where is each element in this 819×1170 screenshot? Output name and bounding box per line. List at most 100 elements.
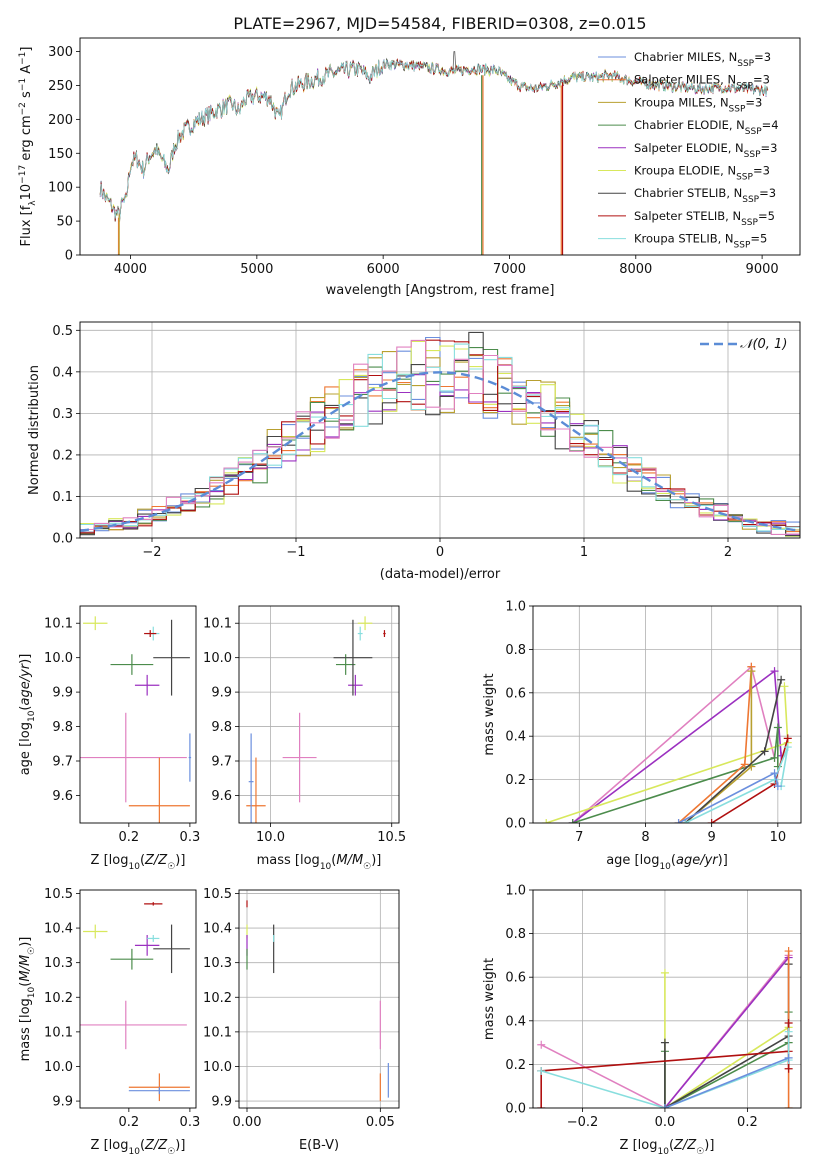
legend-label: Salpeter MILES, NSSP=3 [634, 73, 770, 92]
y-tick-label: 9.7 [211, 755, 232, 770]
age-vs-mass-frame [238, 605, 400, 824]
y-axis-label: age [log10(age/yr)] [18, 654, 37, 776]
mass-vs-Z-frame [79, 889, 197, 1109]
y-axis-label: Flux [fλ10−17 erg cm−2 s−1 A−1] [18, 47, 38, 247]
x-tick-label: 0.2 [118, 830, 139, 845]
x-tick-label: −0.2 [567, 1115, 599, 1130]
x-tick-label: 9000 [746, 262, 779, 277]
x-tick-label: −1 [286, 545, 305, 560]
weight-vs-age-axes: 7 8 9 10 0.0 0.2 0.4 0.6 0.8 1.0 age [log10(age/yr… [482, 600, 801, 872]
y-tick-label: 10.1 [44, 617, 73, 632]
y-tick-label: 1.0 [505, 600, 526, 615]
weight-series-line [678, 771, 779, 823]
x-tick-label: 4000 [114, 262, 147, 277]
y-tick-label: 10.0 [44, 1060, 73, 1075]
y-tick-label: 9.9 [211, 1095, 232, 1110]
age-vs-mass-axes: 10.0 10.5 9.6 9.7 9.8 9.9 10.0 10.1 mass [log10(… [203, 606, 406, 872]
weight-marker [784, 1053, 793, 1062]
weight-marker [760, 747, 769, 756]
y-tick-label: 300 [48, 45, 73, 60]
y-tick-label: 10.2 [44, 991, 73, 1006]
y-tick-label: 50 [56, 215, 73, 230]
weight-marker [773, 782, 782, 791]
weight-marker [740, 760, 749, 769]
y-axis-label: mass weight [482, 673, 497, 755]
weight-marker [780, 682, 789, 691]
residuals-frame [79, 321, 801, 539]
legend-label: Salpeter STELIB, NSSP=5 [634, 209, 775, 228]
x-tick-label: 0.00 [233, 1115, 262, 1130]
y-tick-label: 10.1 [44, 1025, 73, 1040]
x-tick-label: 5000 [240, 262, 273, 277]
weight-marker [783, 734, 792, 743]
age-vs-Z-frame [79, 605, 197, 824]
y-tick-label: 10.5 [203, 887, 232, 902]
weight-series-line [572, 727, 779, 823]
residuals-axes: −2 −1 0 1 2 0.0 0.1 0.2 0.3 0.4 0.5 𝒩(0, 1) (data-mo… [27, 322, 800, 582]
weight-series-line [540, 1031, 790, 1108]
x-axis-label: Z [log10(Z/Z☉)] [91, 1138, 186, 1157]
y-axis-label: mass weight [482, 958, 497, 1040]
y-tick-label: 9.9 [52, 686, 73, 701]
spectrum-axes: 4000 5000 6000 7000 8000 9000 0 50 100 150 200 250 3… [18, 45, 779, 298]
y-tick-label: 0.5 [52, 324, 73, 339]
legend-label: Kroupa MILES, NSSP=3 [634, 95, 762, 114]
y-tick-label: 10.2 [203, 991, 232, 1006]
y-tick-label: 9.6 [211, 789, 232, 804]
y-tick-label: 0.0 [505, 817, 526, 832]
age-vs-Z-axes: 0.2 0.3 9.6 9.7 9.8 9.9 10.0 10.1 Z [log10(Z/Z☉)… [18, 616, 200, 872]
weight-marker [537, 1104, 546, 1108]
weight-vs-age-frame [532, 605, 802, 824]
x-tick-label: 6000 [367, 262, 400, 277]
y-tick-label: 10.0 [44, 651, 73, 666]
x-tick-label: 0.05 [366, 1115, 395, 1130]
legend-label: 𝒩(0, 1) [740, 337, 787, 352]
weight-series-line [664, 972, 790, 1108]
spectrum-frame [79, 37, 801, 256]
x-tick-label: 0.2 [118, 1115, 139, 1130]
weight-marker [674, 819, 683, 823]
x-axis-label: age [log10(age/yr)] [606, 853, 728, 872]
weight-vs-Z-frame [532, 889, 802, 1109]
histogram-step [80, 339, 800, 535]
x-tick-label: 0.3 [180, 830, 201, 845]
y-tick-label: 9.9 [52, 1095, 73, 1110]
spectrum-series-line [99, 58, 768, 222]
y-tick-label: 200 [48, 113, 73, 128]
y-tick-label: 0.8 [505, 927, 526, 942]
weight-marker [770, 769, 779, 778]
y-tick-label: 0.1 [52, 490, 73, 505]
x-tick-label: 7000 [493, 262, 526, 277]
x-tick-label: 0.0 [655, 1115, 676, 1130]
weight-series-line [540, 954, 790, 1108]
y-tick-label: 0.6 [505, 971, 526, 986]
y-tick-label: 9.8 [211, 720, 232, 735]
y-tick-label: 0.2 [505, 1058, 526, 1073]
x-axis-label: Z [log10(Z/Z☉)] [91, 853, 186, 872]
x-tick-label: 2 [724, 545, 732, 560]
y-tick-label: 0.4 [505, 1014, 526, 1029]
mass-vs-Z-axes: 0.2 0.3 9.9 10.0 10.1 10.2 10.3 10.4 10.5 Z [log1… [18, 887, 200, 1157]
weight-marker [542, 819, 551, 823]
y-tick-label: 10.4 [44, 922, 73, 937]
x-tick-label: −2 [142, 545, 161, 560]
y-tick-label: 10.1 [203, 617, 232, 632]
y-tick-label: 9.9 [211, 686, 232, 701]
weight-marker [784, 1104, 793, 1108]
weight-marker [777, 675, 786, 684]
y-axis-label: mass [log10(M/M☉)] [18, 937, 37, 1062]
x-tick-label: 10.5 [377, 830, 406, 845]
x-axis-label: wavelength [Angstrom, rest frame] [326, 283, 555, 298]
y-tick-label: 100 [48, 181, 73, 196]
y-tick-label: 10.0 [203, 1060, 232, 1075]
y-tick-label: 10.4 [203, 922, 232, 937]
x-tick-label: 1 [580, 545, 588, 560]
mass-vs-EBV-axes: 0.00 0.05 9.9 10.0 10.1 10.2 10.3 10.4 10.5 E(B-V… [203, 887, 399, 1153]
y-tick-label: 0.6 [505, 686, 526, 701]
weight-series-line [664, 957, 790, 1108]
weight-marker [568, 819, 577, 823]
weight-marker [784, 1027, 793, 1036]
y-tick-label: 10.5 [44, 887, 73, 902]
weight-series-line [678, 666, 753, 823]
